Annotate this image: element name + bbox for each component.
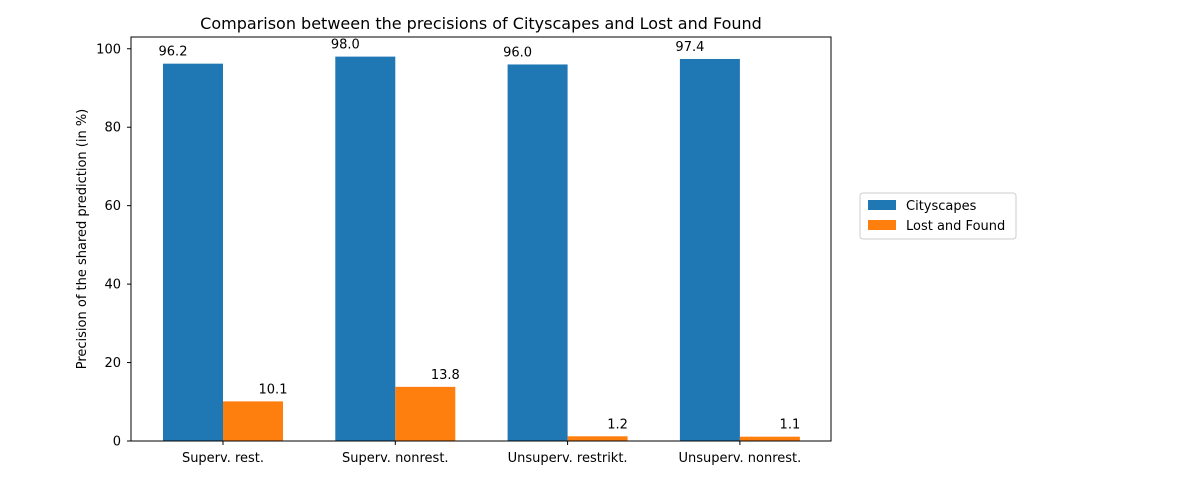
bar-cityscapes-3 xyxy=(507,64,568,442)
legend-label-lost-and-found: Lost and Found xyxy=(906,219,1005,234)
legend-frame xyxy=(859,192,1017,240)
y-tick-label: 60 xyxy=(104,199,121,214)
bar-cityscapes-4 xyxy=(679,58,740,441)
y-axis-label: Precision of the shared prediction (in %… xyxy=(75,109,90,370)
x-axis-ticks: Superv. rest. Superv. nonrest. Unsuperv. r… xyxy=(182,441,801,466)
bar-value-label-lost-and-found-2: 13.8 xyxy=(431,368,460,383)
x-tick-label: Superv. rest. xyxy=(182,451,264,466)
legend-swatch-lost-and-found xyxy=(868,220,896,230)
bars-group xyxy=(163,56,800,442)
chart-title: Comparison between the precisions of Cit… xyxy=(200,14,762,33)
y-tick-label: 40 xyxy=(104,278,121,293)
plot-frame xyxy=(130,36,832,442)
bar-value-label-lost-and-found-1: 10.1 xyxy=(259,382,288,397)
x-tick-label: Unsuperv. nonrest. xyxy=(678,451,801,466)
bar-value-label-cityscapes-1: 96.2 xyxy=(159,45,188,60)
bar-lost-and-found-2 xyxy=(395,386,456,441)
y-tick-label: 0 xyxy=(113,435,121,450)
y-tick-label: 80 xyxy=(104,121,121,136)
y-tick-label: 20 xyxy=(104,356,121,371)
bar-cityscapes-2 xyxy=(335,56,396,442)
bar-value-label-cityscapes-2: 98.0 xyxy=(331,38,360,53)
legend: Cityscapes Lost and Found xyxy=(859,192,1017,240)
bar-value-label-lost-and-found-3: 1.2 xyxy=(607,417,628,432)
y-axis-ticks: 0 20 40 60 80 100 xyxy=(96,42,131,450)
x-tick-label: Unsuperv. restrikt. xyxy=(508,451,628,466)
bar-lost-and-found-3 xyxy=(567,436,628,441)
bar-labels-group: 96.2 10.1 98.0 13.8 96.0 1.2 97.4 1.1 xyxy=(159,38,801,433)
bar-cityscapes-1 xyxy=(163,63,223,442)
bar-lost-and-found-1 xyxy=(223,401,283,441)
bar-lost-and-found-4 xyxy=(739,436,800,441)
y-tick-label: 100 xyxy=(96,42,121,57)
bar-value-label-cityscapes-4: 97.4 xyxy=(675,40,704,55)
x-tick-label: Superv. nonrest. xyxy=(342,451,449,466)
legend-swatch-cityscapes xyxy=(868,200,896,210)
bar-value-label-lost-and-found-4: 1.1 xyxy=(780,418,801,433)
legend-label-cityscapes: Cityscapes xyxy=(906,199,977,214)
bar-value-label-cityscapes-3: 96.0 xyxy=(503,45,532,60)
